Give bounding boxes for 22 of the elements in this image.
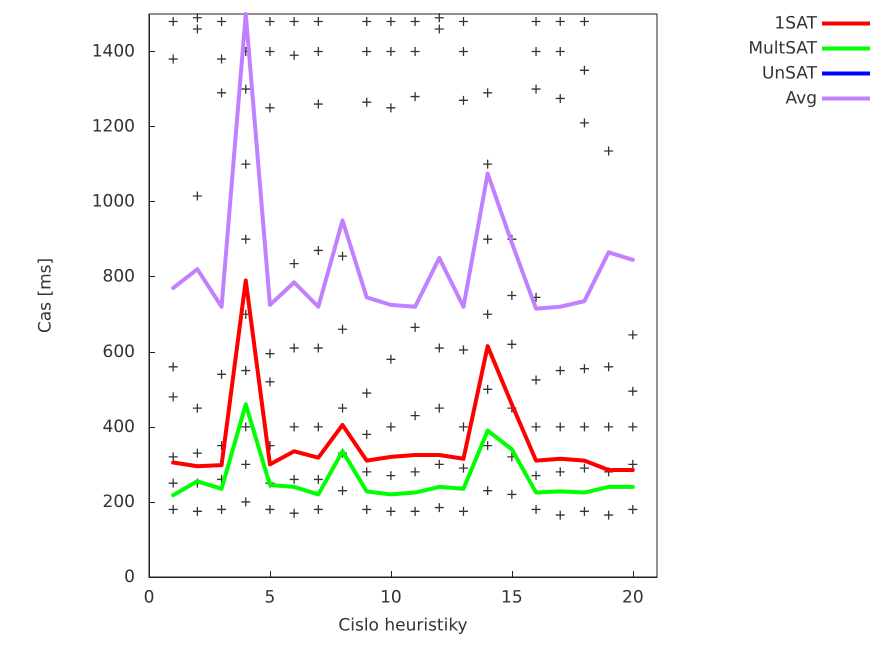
- x-tick-label: 15: [501, 588, 523, 608]
- x-tick-label: 10: [380, 588, 402, 608]
- y-tick-label: 1400: [92, 42, 135, 62]
- y-axis-title: Cas [ms]: [36, 258, 56, 334]
- legend-label: UnSAT: [762, 64, 818, 84]
- line-series: [171, 278, 635, 472]
- line-series: [171, 12, 635, 311]
- y-tick-label: 0: [124, 567, 135, 587]
- x-tick-label: 20: [622, 588, 644, 608]
- legend-label: Avg: [786, 88, 817, 108]
- x-tick-label: 0: [144, 588, 154, 608]
- legend-label: 1SAT: [774, 14, 818, 34]
- legend-label: MultSAT: [748, 38, 818, 58]
- y-tick-label: 800: [102, 266, 135, 287]
- y-tick-label: 1000: [92, 192, 135, 212]
- x-tick-label: 5: [264, 588, 276, 608]
- x-axis-title: Cislo heuristiky: [338, 616, 468, 636]
- y-tick-label: 200: [102, 492, 135, 512]
- y-tick-label: 400: [102, 416, 135, 437]
- line-series: [171, 402, 635, 498]
- y-tick-label: 1200: [92, 116, 135, 137]
- y-tick-label: 600: [102, 342, 135, 362]
